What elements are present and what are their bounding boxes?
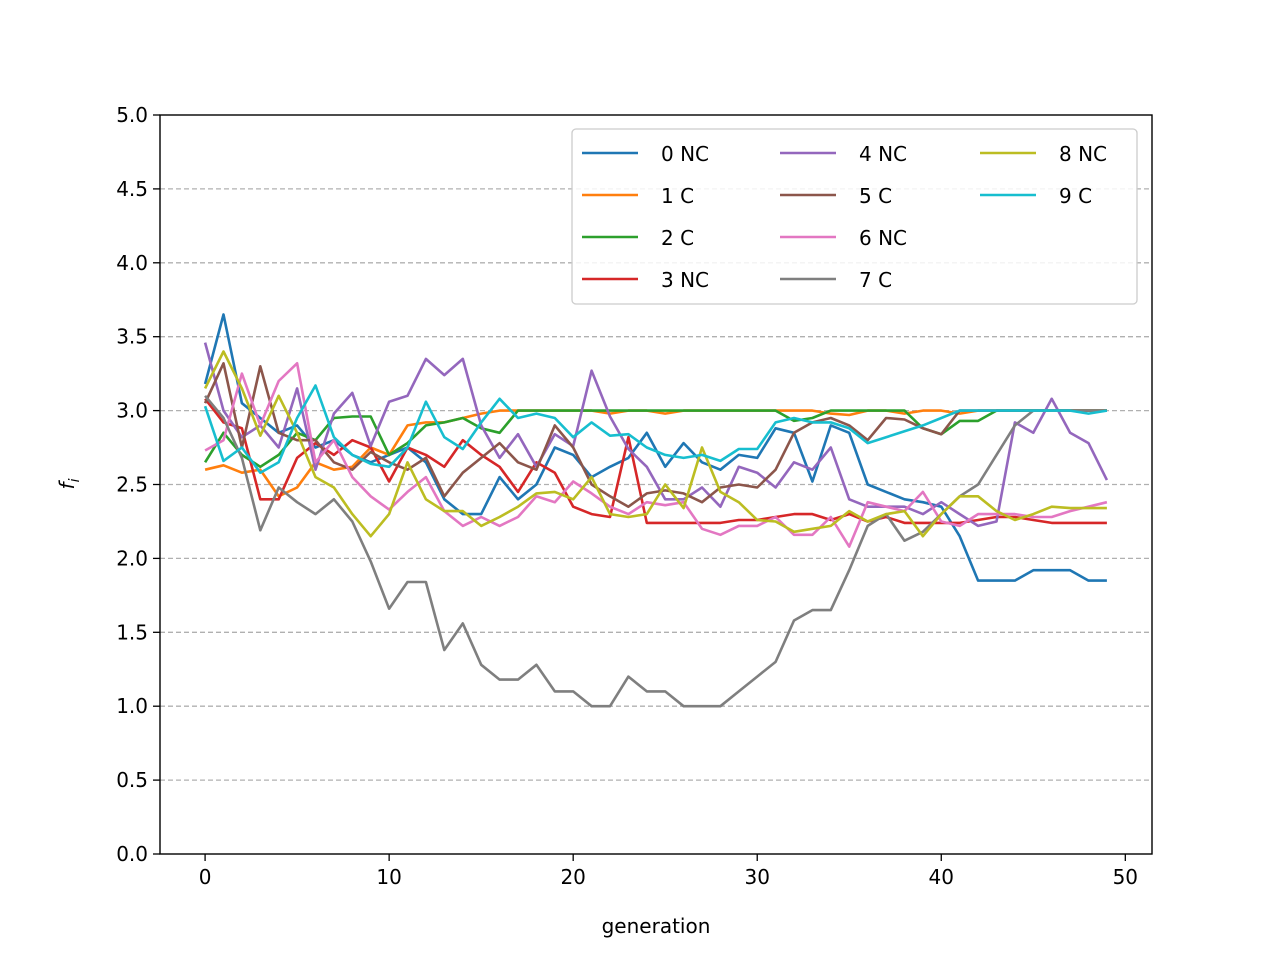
legend-label-7: 7 C — [859, 268, 892, 292]
y-tick-label: 1.5 — [116, 620, 148, 644]
y-tick-label: 3.5 — [116, 325, 148, 349]
legend-label-1: 1 C — [661, 184, 694, 208]
x-tick-label: 20 — [560, 865, 585, 889]
legend-label-6: 6 NC — [859, 226, 907, 250]
legend-label-3: 3 NC — [661, 268, 709, 292]
y-axis: 0.0 0.5 1.0 1.5 2.0 2.5 3.0 3.5 4.0 4.5 5.0 — [116, 103, 160, 866]
series-line-6 — [204, 361, 1108, 548]
x-axis-label: generation — [602, 914, 711, 938]
legend-label-2: 2 C — [661, 226, 694, 250]
x-tick-label: 10 — [376, 865, 401, 889]
y-tick-label: 5.0 — [116, 103, 148, 127]
x-tick-label: 50 — [1113, 865, 1138, 889]
x-axis: 0 10 20 30 40 50 — [199, 854, 1138, 889]
y-tick-label: 3.0 — [116, 399, 148, 423]
x-tick-label: 30 — [744, 865, 769, 889]
y-axis-label: fi — [55, 478, 83, 489]
series-line-8 — [203, 350, 1107, 538]
y-tick-label: 4.5 — [116, 177, 148, 201]
y-tick-label: 0.0 — [116, 842, 148, 866]
x-tick-label: 0 — [199, 865, 212, 889]
legend-label-0: 0 NC — [661, 142, 709, 166]
legend-label-8: 8 NC — [1059, 142, 1107, 166]
series-line-5 — [203, 361, 1107, 509]
series-lines — [203, 313, 1109, 708]
y-axis-label-main: f — [55, 479, 79, 489]
y-tick-label: 2.0 — [116, 546, 148, 570]
y-axis-label-sub: i — [67, 478, 83, 482]
x-tick-label: 40 — [929, 865, 954, 889]
series-line-9 — [203, 384, 1108, 475]
series-line-2 — [203, 409, 1107, 469]
y-tick-label: 0.5 — [116, 768, 148, 792]
legend: 0 NC 1 C 2 C 3 NC 4 NC 5 C 6 NC 7 C 8 NC 9 C — [571, 128, 1138, 305]
y-tick-label: 4.0 — [116, 251, 148, 275]
legend-label-5: 5 C — [859, 184, 892, 208]
legend-label-9: 9 C — [1059, 184, 1092, 208]
legend-box — [571, 128, 1138, 305]
legend-label-4: 4 NC — [859, 142, 907, 166]
y-tick-label: 2.5 — [116, 473, 148, 497]
y-tick-label: 1.0 — [116, 694, 148, 718]
series-line-4 — [203, 342, 1109, 528]
series-line-3 — [204, 398, 1107, 525]
